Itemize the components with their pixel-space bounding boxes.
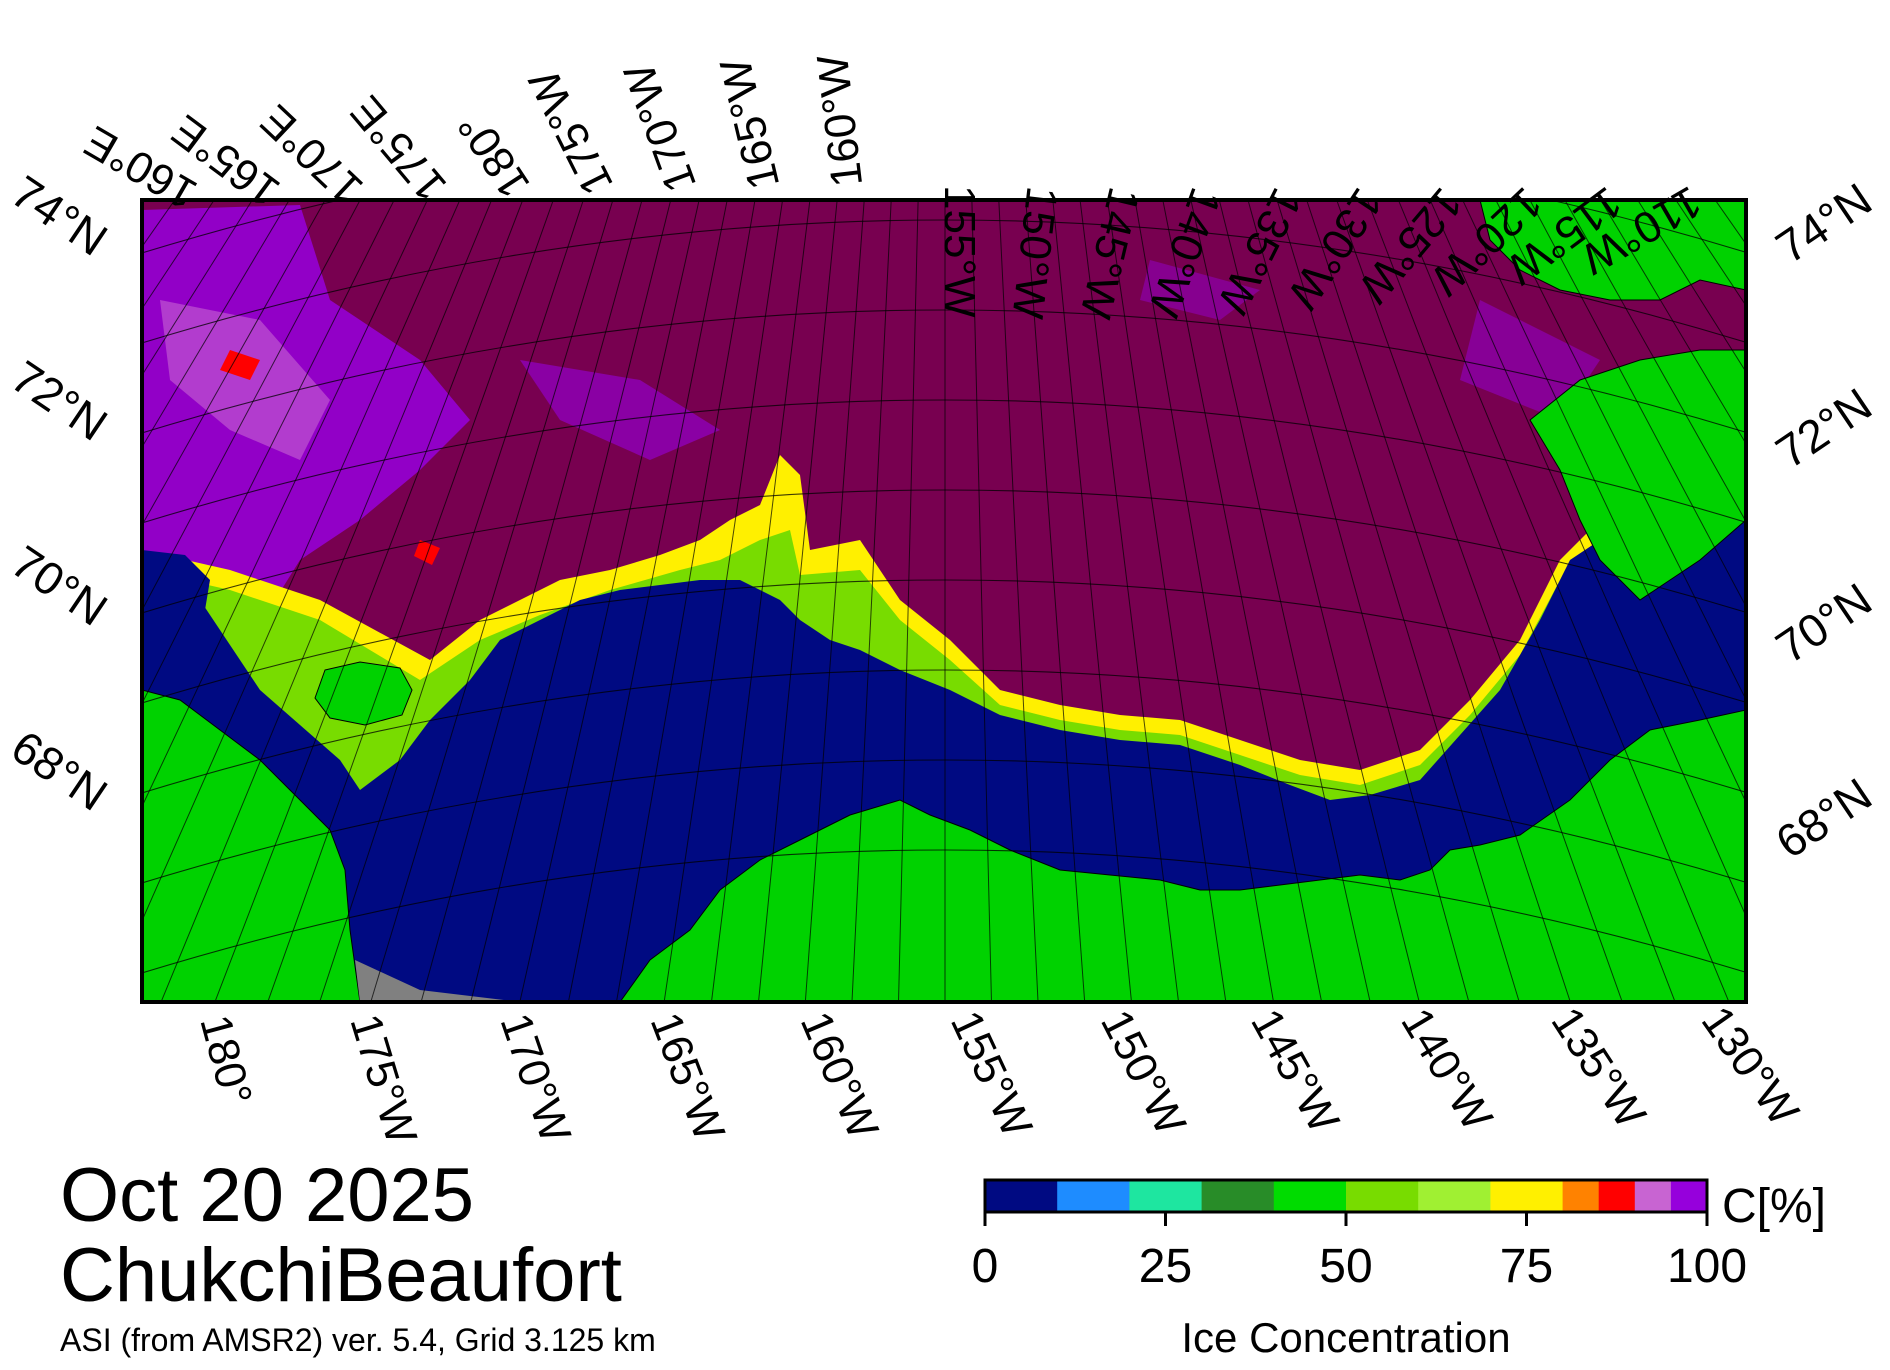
meridian-line	[898, 200, 919, 1002]
meridian-line	[663, 200, 784, 1002]
meridian-line	[319, 200, 584, 1002]
colorbar-ticks: 0 25 50 75 100	[972, 1212, 1747, 1293]
meridian-line	[1306, 200, 1571, 1002]
meridian-line	[1429, 200, 1746, 918]
meridian-line	[1247, 200, 1470, 1002]
lon-label-top: 180°	[449, 103, 540, 206]
lon-label-bottom: 145°W	[1241, 1001, 1348, 1141]
lon-label-top: 170°W	[615, 57, 707, 199]
lon-label-bottom: 155°W	[941, 1004, 1042, 1145]
meridian-line	[1397, 200, 1730, 1002]
land-banks-island	[1529, 349, 1746, 601]
lon-label-bottom: 170°W	[491, 1007, 581, 1149]
colorbar-bin	[1418, 1180, 1491, 1212]
lon-label-bottom: 180°	[190, 1010, 261, 1111]
meridians	[142, 200, 1746, 1002]
colorbar: 0 25 50 75 100 C[%] Ice Concentration	[972, 1178, 1826, 1361]
lat-label-right: 74°N	[1767, 173, 1881, 274]
latitude-labels-left: 74°N 72°N 70°N 68°N	[2, 165, 116, 821]
lat-label-left: 70°N	[2, 535, 116, 636]
meridian-line	[615, 200, 756, 1002]
meridian-line	[214, 200, 524, 1002]
meridian-line	[1462, 200, 1746, 804]
colorbar-bin	[1634, 1180, 1672, 1212]
no-data-area	[355, 960, 520, 1002]
lon-label-top: 155°W	[935, 185, 984, 318]
lon-label-bottom: 150°W	[1091, 1002, 1195, 1143]
colorbar-label: Ice Concentration	[1181, 1314, 1510, 1361]
map-frame	[140, 198, 1748, 1004]
lon-label-bottom: 165°W	[641, 1006, 734, 1148]
colorbar-bin	[1273, 1180, 1347, 1212]
lon-label-bottom: 140°W	[1391, 1000, 1502, 1139]
meridian-line	[160, 200, 493, 1002]
meridian-line	[851, 200, 892, 1002]
latitude-labels-right: 74°N 72°N 70°N 68°N	[1767, 173, 1881, 869]
region-title: ChukchiBeaufort	[60, 1233, 622, 1318]
meridian-line	[567, 200, 728, 1002]
colorbar-bin	[1490, 1180, 1564, 1212]
meridian-line	[142, 200, 428, 808]
land-siberia	[142, 689, 361, 1002]
colorbar-bin	[1201, 1180, 1275, 1212]
colorbar-unit: C[%]	[1722, 1180, 1826, 1233]
lon-label-bottom: 135°W	[1542, 999, 1656, 1137]
colorbar-tick-label: 50	[1319, 1240, 1372, 1293]
lon-label-top: 165°W	[711, 53, 789, 194]
open-water-lagoon	[142, 550, 210, 650]
lat-label-right: 70°N	[1767, 573, 1881, 674]
colorbar-bin	[1598, 1180, 1636, 1212]
lon-label-top: 160°W	[808, 52, 872, 190]
land-victoria-island	[1479, 200, 1746, 301]
land-wrangel-island	[314, 661, 413, 726]
meridian-line	[1106, 200, 1227, 1002]
meridian-line	[1336, 200, 1623, 1002]
meridian-line	[998, 200, 1039, 1002]
colorbar-bin	[1346, 1180, 1419, 1212]
meridian-line	[1162, 200, 1323, 1002]
colorbar-bin	[985, 1180, 1058, 1212]
meridian-line	[1025, 200, 1086, 1002]
meridian-line	[1079, 200, 1180, 1002]
colorbar-bin	[1129, 1180, 1203, 1212]
meridian-line	[519, 200, 700, 1002]
lat-label-left: 72°N	[2, 350, 116, 451]
colorbar-tick-label: 75	[1500, 1240, 1553, 1293]
date-title: Oct 20 2025	[60, 1153, 475, 1238]
map-field	[142, 200, 1746, 1002]
meridian-line	[470, 200, 672, 1002]
meridian-line	[1276, 200, 1520, 1002]
land-alaska	[619, 709, 1746, 1002]
meridian-line	[1134, 200, 1275, 1002]
meridian-line	[1366, 200, 1676, 1002]
meridian-line	[370, 200, 614, 1002]
meridian-line	[971, 200, 992, 1002]
lat-label-right: 72°N	[1767, 378, 1881, 479]
colorbar-bin	[1057, 1180, 1130, 1212]
meridian-line	[420, 200, 643, 1002]
lat-label-right: 68°N	[1767, 768, 1881, 869]
meridian-line	[1052, 200, 1132, 1002]
meridian-line	[1218, 200, 1420, 1002]
meridian-line	[804, 200, 865, 1002]
meridian-line	[758, 200, 838, 1002]
meridian-line	[710, 200, 811, 1002]
source-line: ASI (from AMSR2) ver. 5.4, Grid 3.125 km	[60, 1322, 656, 1358]
colorbar-tick-label: 100	[1667, 1240, 1747, 1293]
lon-label-bottom: 175°W	[340, 1009, 426, 1151]
longitude-labels-bottom: 180° 175°W 170°W 165°W 160°W 155°W 150°W 145°W 1…	[190, 998, 1808, 1150]
colorbar-bins	[985, 1180, 1708, 1212]
colorbar-tick-label: 0	[972, 1240, 999, 1293]
lat-label-left: 68°N	[2, 720, 116, 821]
lon-label-bottom: 130°W	[1692, 998, 1808, 1135]
meridian-line	[142, 200, 461, 922]
meridian-line	[1190, 200, 1371, 1002]
meridian-line	[267, 200, 554, 1002]
lon-label-bottom: 160°W	[791, 1005, 888, 1147]
colorbar-tick-label: 25	[1139, 1240, 1192, 1293]
lat-label-left: 74°N	[2, 165, 116, 266]
colorbar-bin	[1670, 1180, 1708, 1212]
colorbar-bin	[1562, 1180, 1600, 1212]
